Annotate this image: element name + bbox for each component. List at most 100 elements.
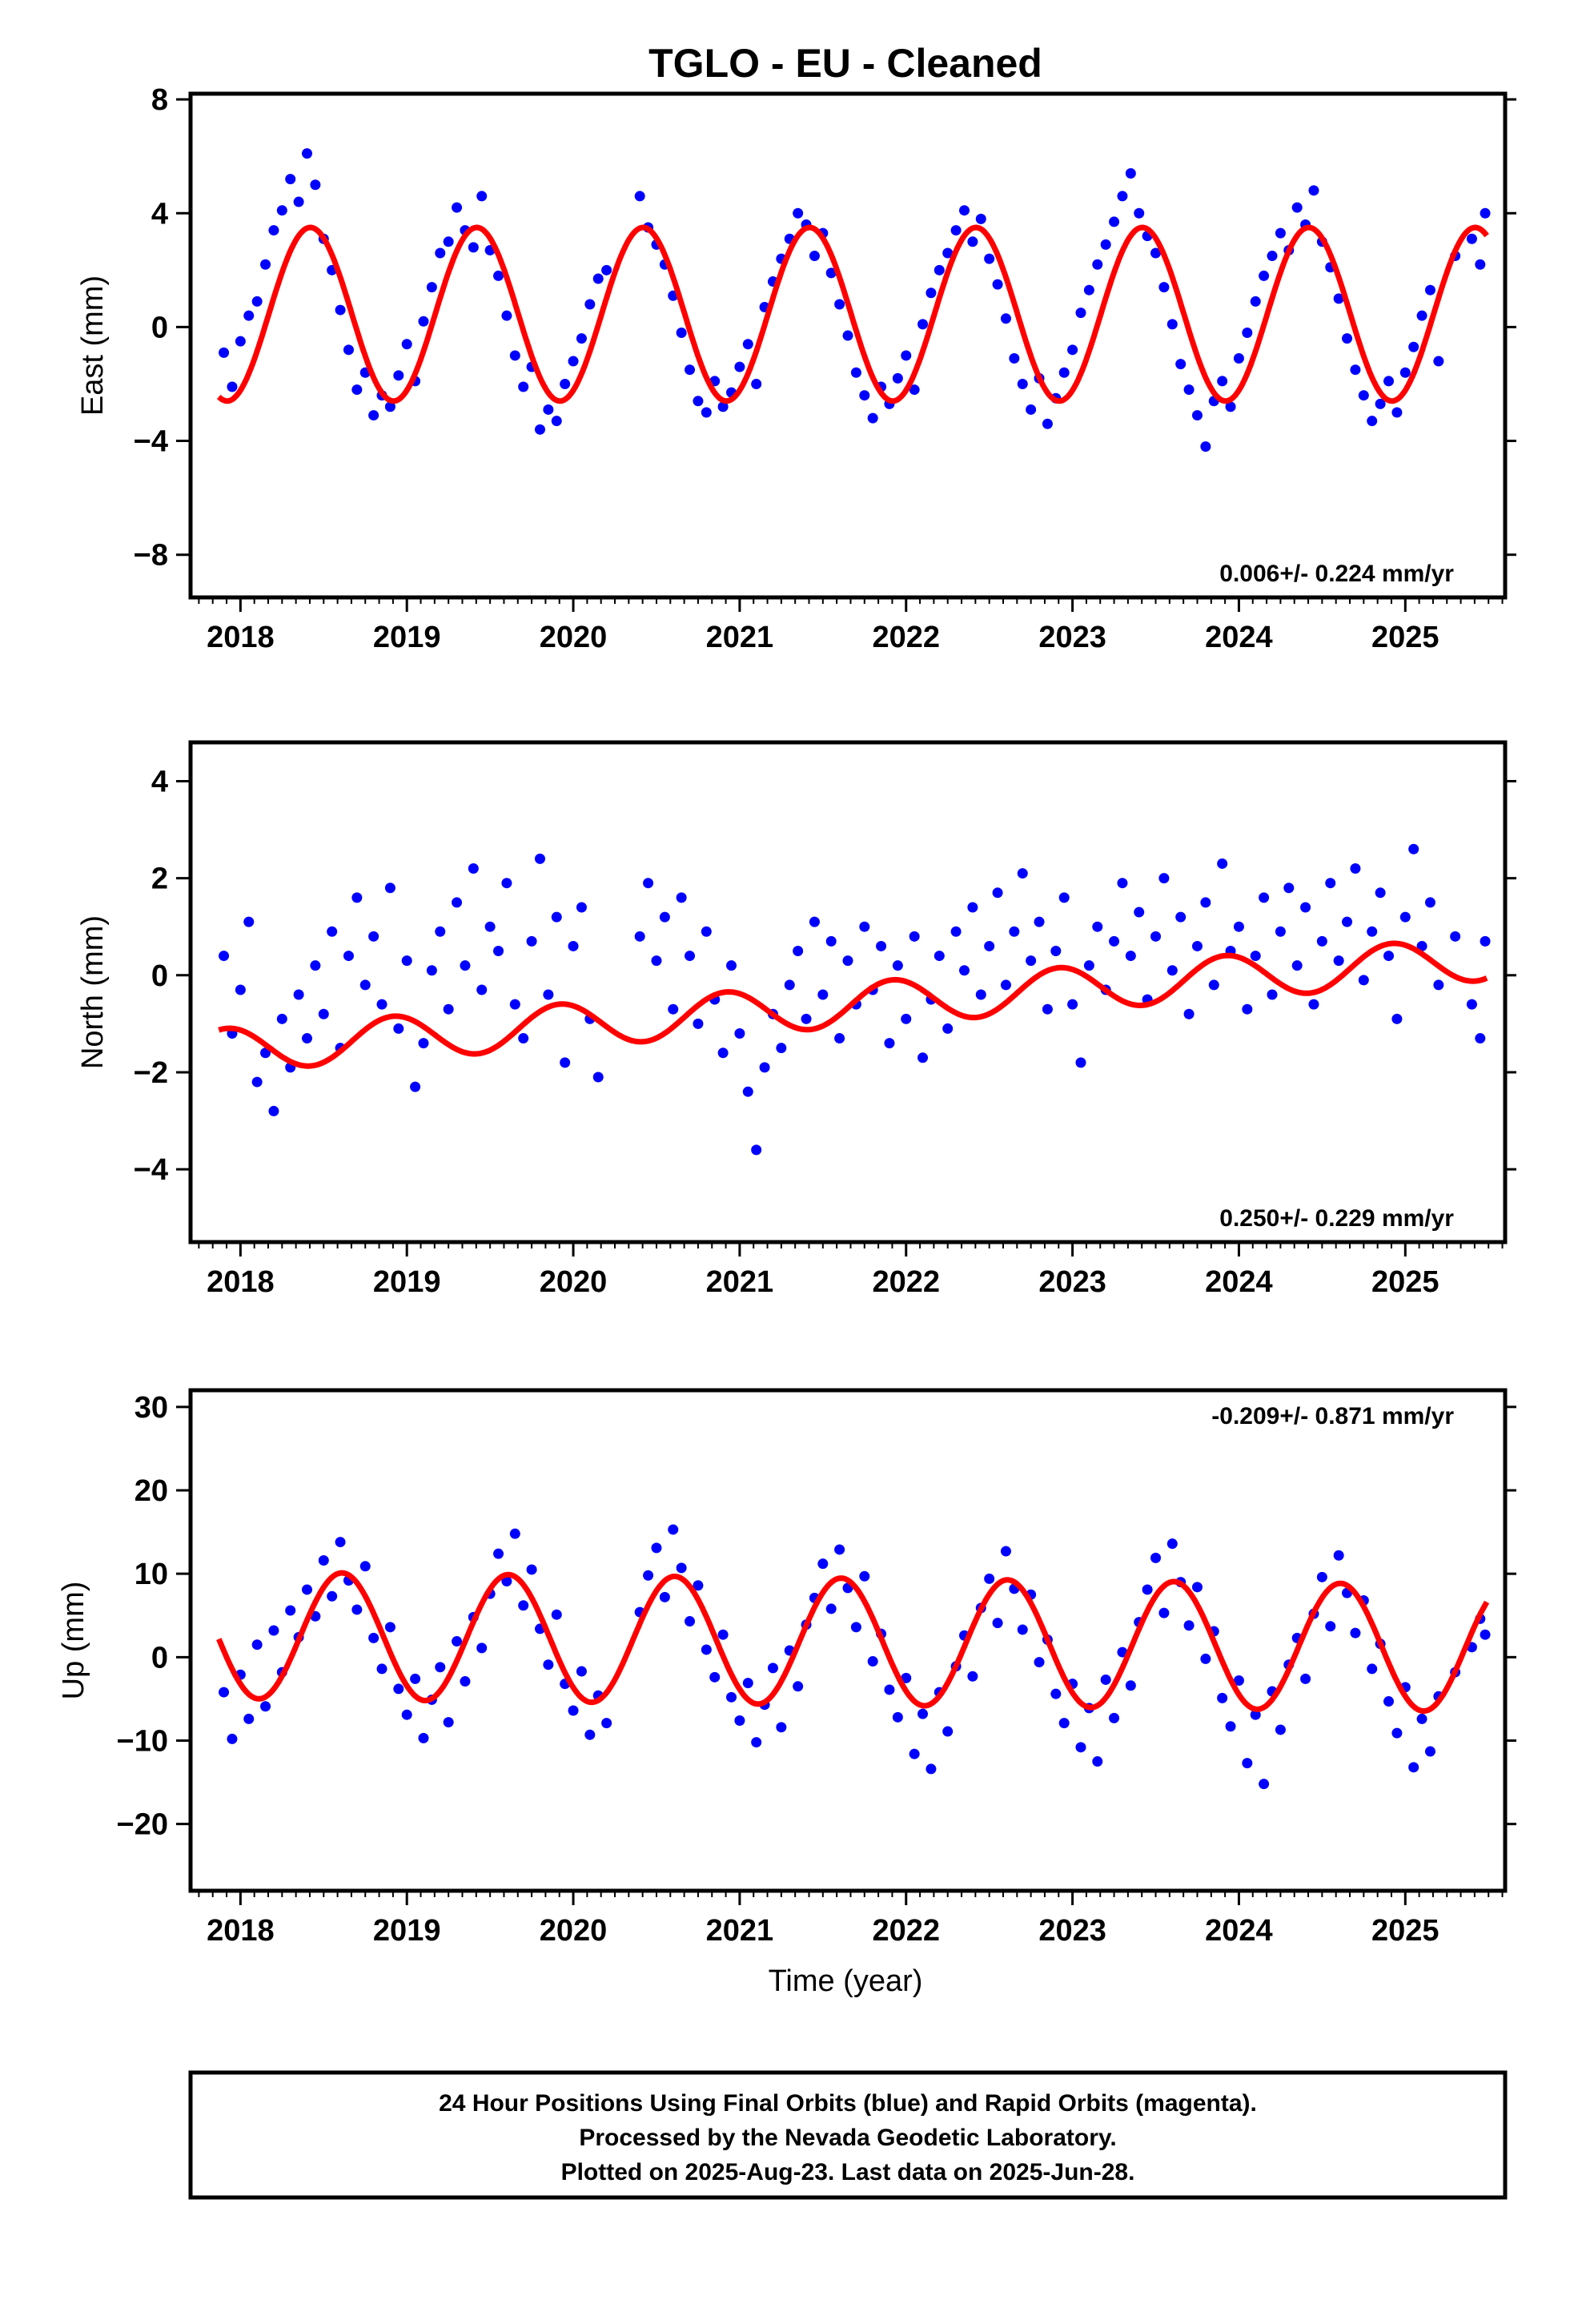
data-point — [268, 1625, 279, 1636]
data-point — [601, 264, 612, 275]
data-point — [268, 1105, 279, 1116]
data-point — [551, 1609, 562, 1620]
data-point — [1466, 233, 1477, 244]
data-point — [717, 401, 729, 412]
y-tick-label: −10 — [117, 1725, 168, 1759]
data-point — [219, 347, 230, 358]
data-point — [351, 1604, 363, 1615]
data-point — [443, 236, 454, 247]
data-point — [576, 902, 587, 913]
data-point — [476, 1642, 488, 1654]
data-point — [227, 1733, 238, 1744]
data-point — [1233, 1675, 1244, 1686]
y-tick-label: 0 — [151, 311, 168, 344]
data-point — [560, 378, 571, 389]
data-point — [1009, 926, 1020, 937]
data-point — [1350, 1627, 1361, 1638]
data-point — [685, 364, 696, 376]
data-point — [1408, 1762, 1419, 1773]
data-point — [343, 951, 354, 962]
y-axis-label: Up (mm) — [57, 1582, 90, 1700]
data-point — [751, 1144, 762, 1156]
data-point — [368, 931, 379, 942]
y-tick-label: 8 — [151, 83, 168, 117]
data-point — [235, 984, 246, 995]
data-point — [384, 1622, 396, 1633]
data-point — [227, 381, 238, 392]
y-tick-label: 10 — [135, 1558, 168, 1591]
data-point — [1325, 878, 1336, 889]
data-point — [717, 1629, 729, 1640]
y-axis-label: North (mm) — [76, 915, 110, 1069]
data-point — [493, 270, 504, 281]
data-point — [260, 1701, 271, 1712]
data-point — [934, 264, 945, 275]
data-point — [243, 916, 255, 927]
data-point — [668, 1003, 679, 1015]
data-point — [327, 926, 338, 937]
data-point — [884, 1684, 895, 1695]
data-point — [601, 1718, 612, 1729]
data-point — [1383, 376, 1395, 387]
data-point — [1259, 892, 1270, 903]
data-point — [1242, 1003, 1253, 1015]
data-point — [1416, 310, 1427, 321]
data-point — [1109, 216, 1120, 227]
data-point — [443, 1717, 454, 1728]
x-tick-label: 2021 — [706, 1914, 774, 1948]
data-point — [842, 955, 853, 967]
data-point — [435, 926, 446, 937]
data-point — [318, 1008, 329, 1019]
x-tick-label: 2023 — [1038, 1265, 1106, 1299]
footer-line-1: 24 Hour Positions Using Final Orbits (bl… — [439, 2090, 1257, 2117]
data-point — [1075, 1742, 1086, 1753]
data-point — [484, 921, 496, 932]
data-point — [809, 251, 820, 262]
data-point — [676, 1562, 687, 1574]
footer-box — [188, 2070, 1508, 2200]
data-point — [1200, 1653, 1211, 1664]
data-point — [1367, 1663, 1378, 1675]
data-point — [892, 372, 903, 384]
data-point — [1367, 926, 1378, 937]
data-point — [543, 404, 554, 415]
data-point — [1050, 1688, 1062, 1699]
data-point — [1017, 868, 1028, 879]
rate-label: 0.250+/- 0.229 mm/yr — [1219, 1205, 1454, 1232]
data-point — [1000, 1546, 1011, 1557]
data-point — [1117, 1647, 1128, 1658]
data-point — [1391, 1727, 1403, 1739]
data-point — [1391, 1013, 1403, 1024]
data-point — [1208, 979, 1219, 991]
data-point — [1466, 999, 1477, 1010]
data-point — [418, 1038, 429, 1049]
data-point — [1333, 293, 1344, 304]
x-tick-label: 2024 — [1205, 621, 1273, 654]
fit-curve — [217, 940, 1488, 1069]
data-point — [884, 1038, 895, 1049]
data-point — [376, 1663, 387, 1675]
data-point — [643, 878, 654, 889]
data-point — [251, 296, 263, 307]
data-point — [1259, 270, 1270, 281]
data-point — [560, 1057, 571, 1068]
data-point — [1342, 916, 1353, 927]
data-point — [1083, 284, 1094, 296]
data-point — [909, 931, 920, 942]
data-point — [493, 946, 504, 957]
data-point — [984, 253, 995, 264]
data-point — [584, 299, 596, 310]
north-frame — [188, 740, 1508, 1244]
data-point — [301, 1033, 312, 1044]
data-point — [1034, 1657, 1045, 1668]
data-point — [984, 940, 995, 951]
data-point — [1308, 185, 1319, 196]
data-point — [460, 1676, 471, 1687]
data-point — [901, 1013, 912, 1024]
data-point — [817, 1558, 829, 1570]
fit-curve — [216, 224, 1489, 404]
x-tick-label: 2024 — [1205, 1914, 1273, 1948]
data-point — [393, 370, 404, 381]
data-point — [568, 1705, 579, 1716]
data-point — [518, 381, 529, 392]
